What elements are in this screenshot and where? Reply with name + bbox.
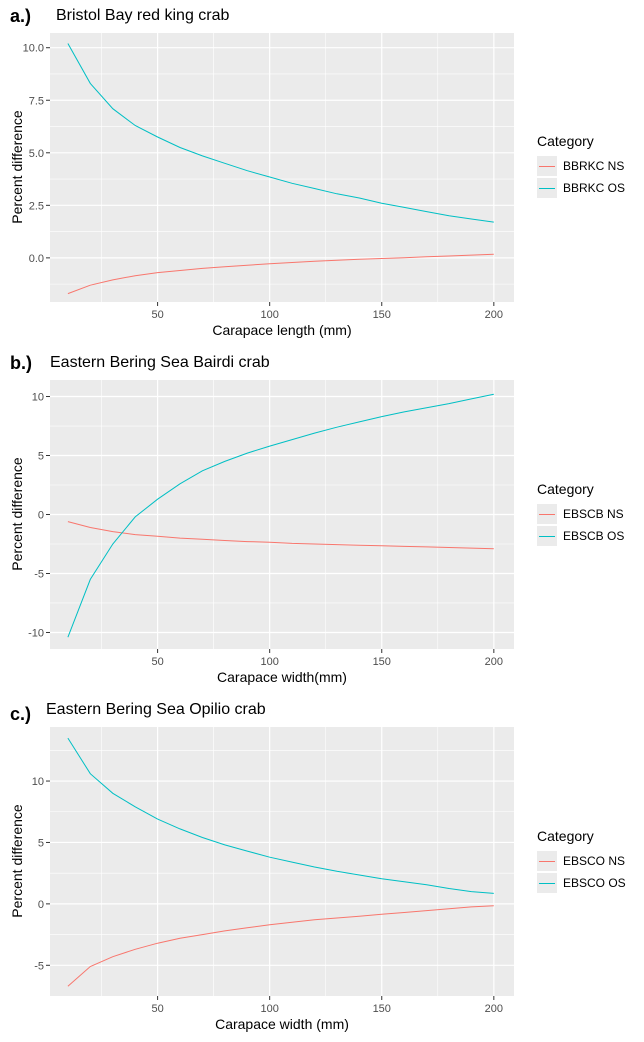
x-tick-label: 150 xyxy=(373,309,391,321)
series-line-os xyxy=(67,393,494,638)
y-tick-label: 7.5 xyxy=(29,95,44,107)
legend-label: BBRKC OS xyxy=(563,181,626,195)
y-tick-label: 10 xyxy=(32,776,44,788)
x-tick-label: 150 xyxy=(373,1003,391,1015)
legend-label: EBSCB NS xyxy=(563,507,624,521)
legend-key-ns xyxy=(537,851,557,871)
series-line-ns xyxy=(67,253,494,295)
chart-plot: 50 100 150 200 -10 -5 0 5 10 xyxy=(28,380,514,668)
y-tick-label: 5 xyxy=(38,837,44,849)
chart-plot: 50 100 150 200 -5 0 5 10 xyxy=(32,727,514,1015)
x-tick-label: 200 xyxy=(485,309,503,321)
series-line-os xyxy=(67,43,494,223)
y-tick-label: 5 xyxy=(38,451,44,463)
legend-key-os xyxy=(537,873,557,893)
x-tick-label: 200 xyxy=(485,656,503,668)
y-tick-label: -5 xyxy=(34,568,44,580)
legend-title: Category xyxy=(537,481,594,497)
legend-item: EBSCO NS xyxy=(537,850,626,872)
series-line-os xyxy=(67,737,494,894)
legend-item: EBSCO OS xyxy=(537,872,626,894)
panel-label: c.) xyxy=(10,704,32,724)
y-tick-label: 0 xyxy=(38,899,44,911)
y-axis-title: Percent difference xyxy=(9,456,25,571)
legend-key-os xyxy=(537,526,557,546)
x-axis-title: Carapace width (mm) xyxy=(215,1016,349,1032)
x-axis-title: Carapace width(mm) xyxy=(217,669,347,685)
chart-title: Bristol Bay red king crab xyxy=(56,7,230,24)
x-tick-label: 100 xyxy=(260,309,278,321)
legend: Category BBRKC NS BBRKC OS xyxy=(537,133,625,199)
legend-label: EBSCO NS xyxy=(563,854,626,868)
y-tick-label: 5.0 xyxy=(29,148,44,160)
x-tick-label: 50 xyxy=(151,1003,163,1015)
x-tick-label: 150 xyxy=(373,656,391,668)
panel-label: a.) xyxy=(10,6,32,26)
legend-key-ns xyxy=(537,504,557,524)
y-tick-label: 10.0 xyxy=(23,43,44,55)
legend-key-ns xyxy=(537,156,557,176)
y-tick-label: 10 xyxy=(32,392,44,404)
y-tick-label: 0 xyxy=(38,510,44,522)
legend-title: Category xyxy=(537,133,594,149)
y-tick-label: -5 xyxy=(34,960,44,972)
x-tick-label: 50 xyxy=(151,309,163,321)
legend-title: Category xyxy=(537,828,594,844)
y-tick-label: -10 xyxy=(28,627,44,639)
x-axis-title: Carapace length (mm) xyxy=(212,322,352,338)
legend-item: BBRKC OS xyxy=(537,177,625,199)
series-line-ns xyxy=(67,521,494,550)
x-tick-label: 200 xyxy=(485,1003,503,1015)
legend-label: EBSCO OS xyxy=(563,876,626,890)
plot-background xyxy=(50,727,514,996)
panel-c: c.) Eastern Bering Sea Opilio crab 50 100… xyxy=(0,694,644,1041)
series-line-ns xyxy=(67,905,494,987)
x-tick-label: 100 xyxy=(260,656,278,668)
legend-item: EBSCB OS xyxy=(537,525,624,547)
y-axis-title: Percent difference xyxy=(9,109,25,224)
panel-b: b.) Eastern Bering Sea Bairdi crab 50 100… xyxy=(0,347,644,694)
legend-item: BBRKC NS xyxy=(537,155,625,177)
legend-label: BBRKC NS xyxy=(563,159,625,173)
legend: Category EBSCB NS EBSCB OS xyxy=(537,481,624,547)
panel-label: b.) xyxy=(10,353,32,373)
legend: Category EBSCO NS EBSCO OS xyxy=(537,828,626,894)
chart-title: Eastern Bering Sea Bairdi crab xyxy=(50,354,270,371)
panel-a: a.) Bristol Bay red king crab 50 100 150 20… xyxy=(0,0,644,347)
chart-plot: 50 100 150 200 0.0 2.5 5.0 7.5 10.0 xyxy=(23,33,514,321)
x-tick-label: 50 xyxy=(151,656,163,668)
y-tick-label: 2.5 xyxy=(29,200,44,212)
legend-label: EBSCB OS xyxy=(563,529,625,543)
y-tick-label: 0.0 xyxy=(29,253,44,265)
y-axis-title: Percent difference xyxy=(9,803,25,918)
plot-background xyxy=(50,33,514,302)
chart-title: Eastern Bering Sea Opilio crab xyxy=(46,701,266,718)
legend-key-os xyxy=(537,178,557,198)
legend-item: EBSCB NS xyxy=(537,503,624,525)
x-tick-label: 100 xyxy=(260,1003,278,1015)
